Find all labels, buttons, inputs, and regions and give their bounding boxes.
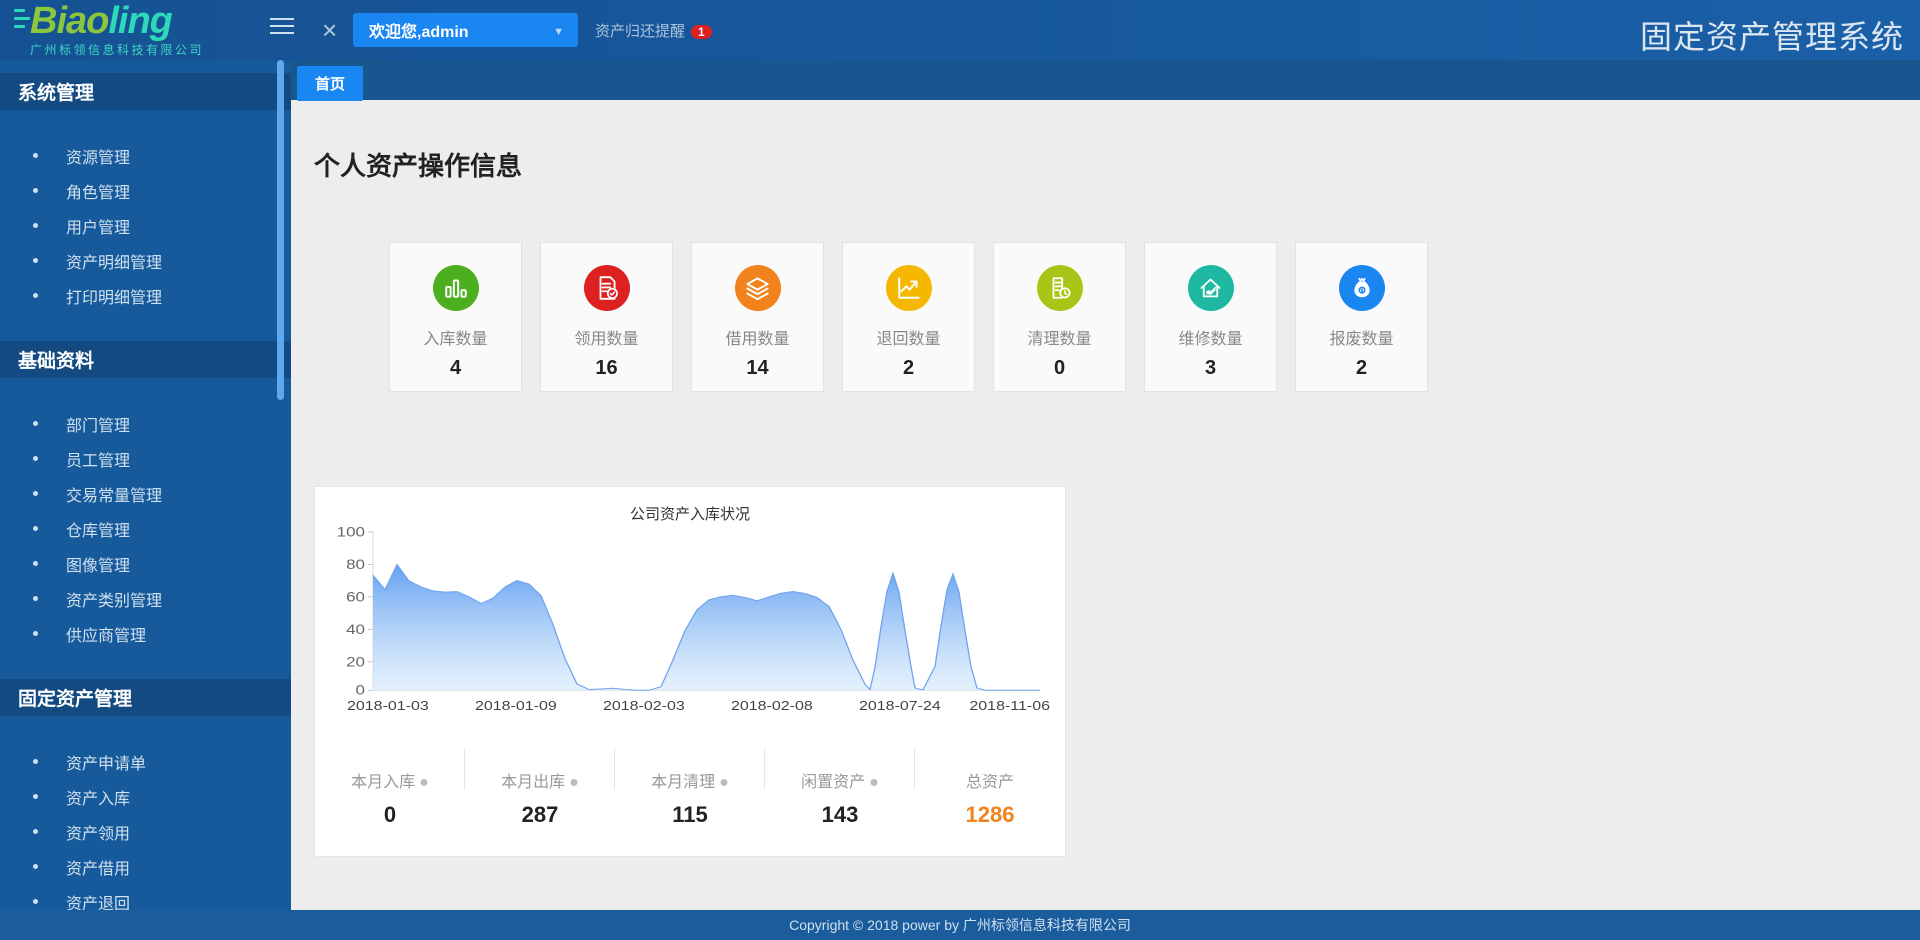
svg-text:2018-02-08: 2018-02-08	[731, 700, 813, 714]
svg-text:40: 40	[346, 623, 365, 638]
svg-text:20: 20	[346, 655, 365, 670]
svg-text:100: 100	[337, 525, 365, 540]
svg-text:2018-02-03: 2018-02-03	[603, 700, 685, 714]
svg-text:2018-01-09: 2018-01-09	[475, 700, 557, 714]
svg-text:80: 80	[346, 558, 365, 573]
svg-text:60: 60	[346, 590, 365, 605]
svg-text:2018-01-03: 2018-01-03	[347, 700, 429, 714]
svg-text:2018-11-06: 2018-11-06	[969, 700, 1050, 714]
svg-text:2018-07-24: 2018-07-24	[859, 700, 941, 714]
svg-text:0: 0	[356, 683, 365, 698]
